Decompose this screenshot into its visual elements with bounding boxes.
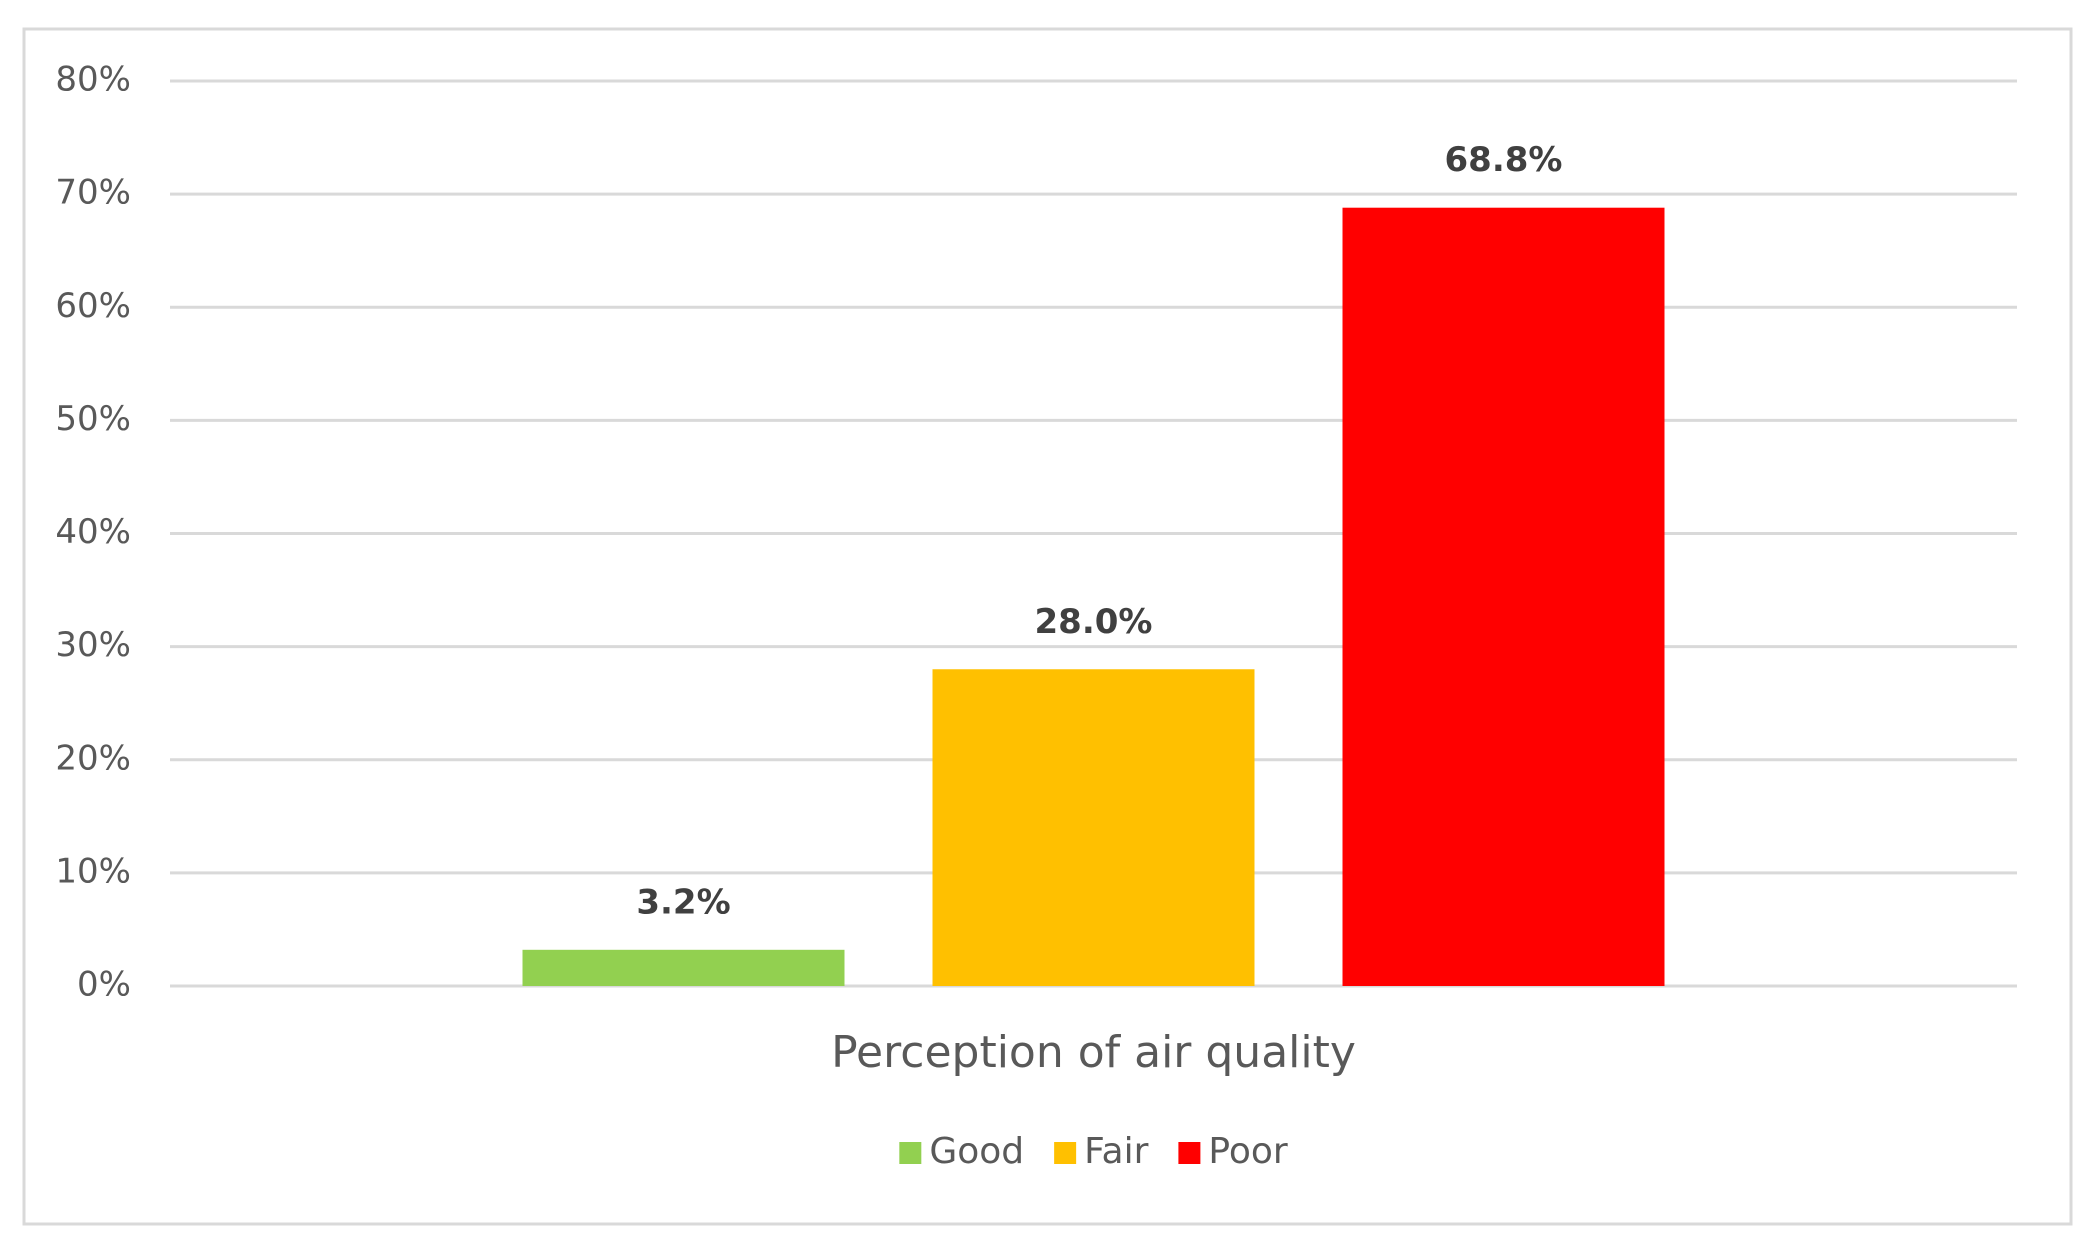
value-label: 28.0% xyxy=(1035,602,1153,642)
legend-swatch xyxy=(899,1142,922,1164)
y-tick-label: 10% xyxy=(55,851,131,891)
bar xyxy=(1342,207,1665,986)
legend-swatch xyxy=(1054,1142,1077,1164)
value-label: 68.8% xyxy=(1445,140,1563,180)
y-tick-label: 40% xyxy=(55,512,131,552)
legend-label: Fair xyxy=(1084,1131,1148,1172)
y-tick-label: 50% xyxy=(55,399,131,439)
legend-swatch xyxy=(1178,1142,1201,1164)
value-label: 3.2% xyxy=(636,882,730,922)
x-category-label: Perception of air quality xyxy=(831,1027,1356,1078)
bar xyxy=(522,949,845,986)
legend-label: Poor xyxy=(1208,1131,1287,1172)
y-tick-label: 20% xyxy=(55,738,131,778)
legend-label: Good xyxy=(929,1131,1024,1172)
y-tick-label: 70% xyxy=(55,173,131,213)
y-tick-label: 60% xyxy=(55,286,131,326)
y-tick-label: 80% xyxy=(55,60,131,100)
y-tick-label: 0% xyxy=(77,965,131,1005)
chart-border xyxy=(22,27,2073,1226)
y-tick-label: 30% xyxy=(55,625,131,665)
bar xyxy=(932,669,1255,986)
